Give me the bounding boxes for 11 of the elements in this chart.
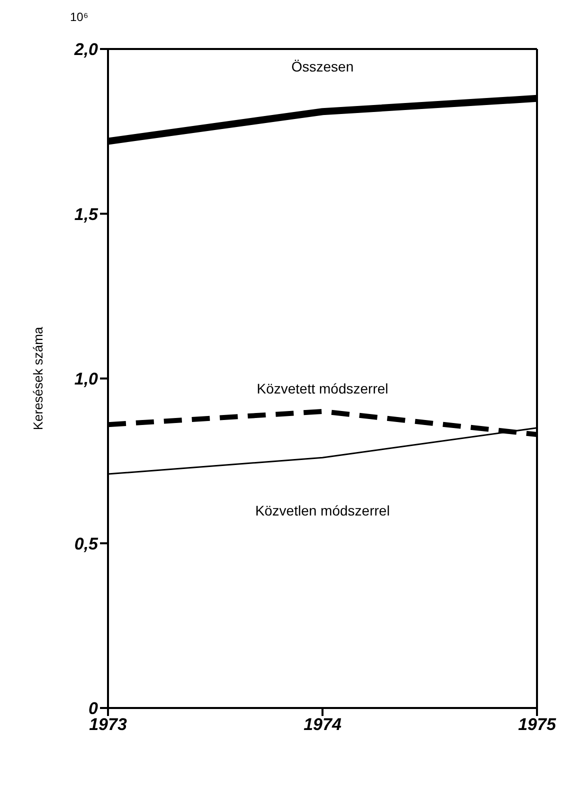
x-tick-label: 1974 bbox=[304, 715, 342, 734]
y-axis-title: Keresések száma bbox=[30, 326, 46, 430]
y-tick-label: 2,0 bbox=[73, 40, 99, 60]
y-tick-label: 1,0 bbox=[74, 370, 99, 389]
series-label: Közvetett módszerrel bbox=[256, 380, 388, 396]
text: Összesen bbox=[291, 58, 354, 75]
text: 10⁶ bbox=[70, 10, 88, 24]
y-tick-label: 1,5 bbox=[74, 204, 99, 224]
y-tick-label: 0,5 bbox=[74, 534, 99, 554]
x-tick-label: 1975 bbox=[518, 715, 556, 734]
text: Közvetlen módszerrel bbox=[255, 502, 390, 519]
